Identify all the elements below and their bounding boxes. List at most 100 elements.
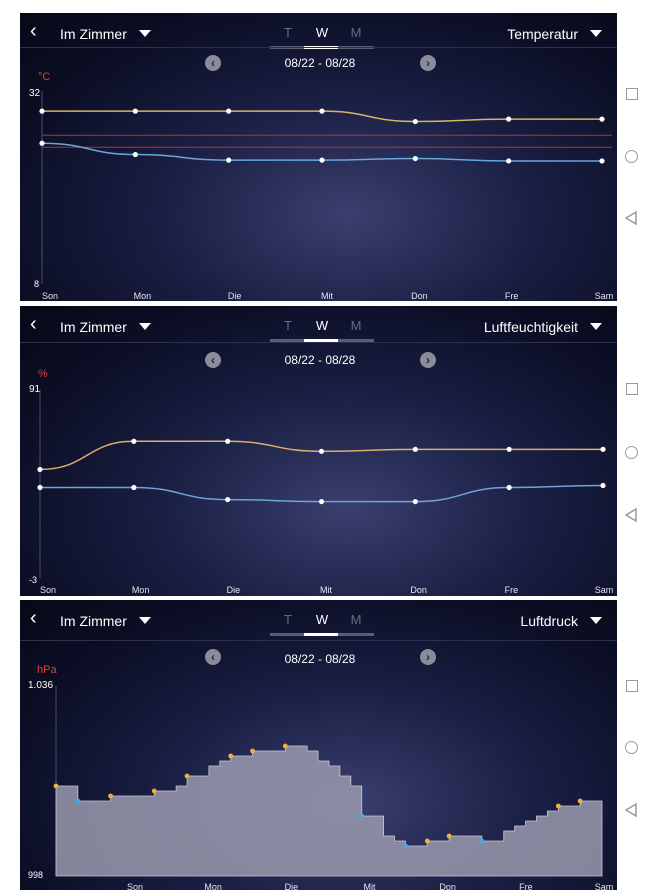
pressure-chart [53,686,603,877]
location-label: Im Zimmer [60,613,127,629]
max-point [53,783,59,789]
back-icon[interactable]: ‹ [30,20,37,42]
x-axis-label: Don [410,585,427,595]
y-max-label: 91 [29,384,41,395]
max-point [424,838,430,844]
metric-selector[interactable]: Temperatur [507,26,602,42]
square-icon[interactable] [626,383,638,395]
series-line [39,440,603,471]
next-week-button[interactable]: › [420,649,436,665]
location-selector[interactable]: Im Zimmer [60,319,151,335]
min-point [479,838,485,844]
chevron-down-icon [138,30,151,37]
x-axis-label: Fre [504,585,519,595]
tab-day[interactable]: T [270,318,306,342]
triangle-icon[interactable] [625,211,637,225]
x-axis-label: Son [39,585,57,595]
min-point [359,813,365,819]
tab-week[interactable]: W [304,318,340,342]
x-axis-label: Die [226,585,241,595]
x-axis-label: Don [411,291,428,301]
x-axis-label: Fre [519,882,533,890]
data-point [506,446,512,452]
pressure-panel: ‹ Im Zimmer T W M Luftdruck ‹ 08/22 - 08… [20,600,617,890]
max-point [282,743,288,749]
location-selector[interactable]: Im Zimmer [60,26,151,42]
x-axis-label: Mon [133,291,152,301]
data-point [506,158,512,164]
metric-selector[interactable]: Luftdruck [520,613,602,629]
back-icon[interactable]: ‹ [30,607,37,629]
unit-label: hPa [37,664,57,676]
prev-week-button[interactable]: ‹ [205,649,221,665]
circle-icon[interactable] [625,150,638,163]
date-range: 08/22 - 08/28 [284,353,356,367]
max-point [151,788,157,794]
temperature-panel: ‹ Im Zimmer T W M Temperatur ‹ 08/22 - 0… [20,13,617,301]
divider [20,342,617,343]
circle-icon[interactable] [625,446,638,459]
square-icon[interactable] [626,88,638,100]
x-axis-label: Die [284,882,299,890]
data-point [225,438,231,444]
chevron-down-icon [138,617,151,624]
data-point [412,155,418,162]
x-axis-label: Mon [131,585,150,595]
min-point [75,798,81,804]
data-point [226,108,232,114]
next-week-button[interactable]: › [420,352,436,368]
panel-header: ‹ Im Zimmer T W M Luftdruck [20,600,617,642]
data-point [132,108,138,114]
max-point [446,833,452,839]
triangle-icon[interactable] [625,508,637,522]
max-point [228,753,234,759]
y-min-label: -3 [29,575,38,585]
data-point [412,498,418,505]
prev-week-button[interactable]: ‹ [205,352,221,368]
x-axis-label: Mit [320,585,332,595]
square-icon[interactable] [626,680,638,692]
y-min-label: 8 [34,279,40,289]
y-max-label: 32 [29,88,41,99]
data-point [37,466,43,473]
x-axis-label: Sam [594,882,614,890]
tab-day[interactable]: T [270,612,306,636]
data-point [39,140,45,146]
next-week-button[interactable]: › [420,55,436,71]
data-point [600,482,606,489]
data-point [318,448,325,454]
x-axis-label: Don [439,882,456,890]
data-point [600,446,606,452]
data-point [599,158,605,164]
divider [20,47,617,48]
x-axis-label: Son [126,882,144,890]
back-icon[interactable]: ‹ [30,313,37,335]
tab-month[interactable]: M [338,612,374,636]
y-max-label: 1.036 [28,680,54,691]
x-axis-label: Mon [204,882,222,890]
data-point [319,108,325,114]
min-point [403,843,408,849]
unit-label: °C [38,71,51,83]
period-tabs: T W M [270,318,374,348]
data-point [412,446,418,452]
tab-week[interactable]: W [304,612,340,636]
max-point [184,773,190,779]
circle-icon[interactable] [625,741,638,754]
metric-label: Temperatur [507,26,578,42]
location-selector[interactable]: Im Zimmer [60,613,151,629]
tab-month[interactable]: M [338,318,374,342]
data-point [131,484,137,491]
x-axis-label: Die [227,291,242,301]
metric-selector[interactable]: Luftfeuchtigkeit [484,319,602,335]
x-axis-label: Son [41,291,59,301]
humidity-panel: ‹ Im Zimmer T W M Luftfeuchtigkeit ‹ 08/… [20,306,617,596]
data-point [132,151,138,158]
prev-week-button[interactable]: ‹ [205,55,221,71]
data-point [599,116,605,122]
location-label: Im Zimmer [60,26,127,42]
humidity-chart [37,389,606,578]
triangle-icon[interactable] [625,803,637,817]
data-point [226,157,232,163]
chevron-down-icon [590,617,602,624]
